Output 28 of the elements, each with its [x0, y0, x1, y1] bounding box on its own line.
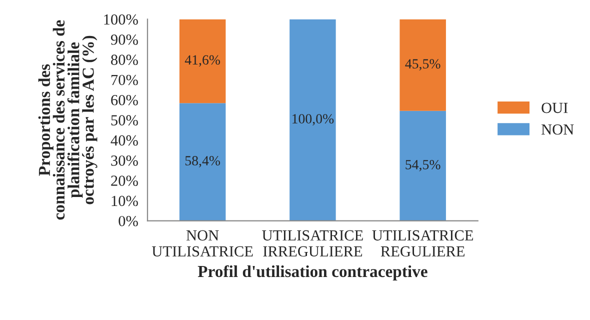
y-tick-label: 60% — [111, 94, 138, 106]
y-tick-label: 90% — [110, 34, 138, 45]
bar — [179, 19, 226, 104]
bar — [400, 19, 446, 111]
x-tick-label: UTILISATRICE IRREGULIERE — [262, 230, 363, 257]
legend-label: OUI — [542, 102, 568, 114]
bar — [290, 19, 336, 221]
y-tick-label: 40% — [110, 135, 138, 146]
data-label: 100,0% — [292, 114, 334, 126]
y-tick-label: 10% — [112, 196, 138, 206]
x-axis-title: Profil d'utilisation contraceptive — [198, 265, 428, 280]
bar — [179, 103, 226, 221]
data-label: 45,5% — [405, 59, 440, 71]
data-label: 58,4% — [185, 156, 220, 168]
data-label: 41,6% — [184, 55, 220, 67]
bar — [400, 110, 446, 221]
y-tick-label: 70% — [111, 74, 138, 86]
y-tick-label: 30% — [111, 155, 138, 166]
x-tick-label: NON UTILISATRICE — [152, 230, 253, 257]
y-tick-label: 80% — [111, 54, 138, 66]
y-tick-label: 50% — [111, 115, 138, 126]
x-tick-label: UTILISATRICE REGULIERE — [372, 230, 473, 257]
y-tick-label: 100% — [104, 14, 138, 25]
y-axis-title: Proportions des connaissance des services de planification familiale octroyés par les AC (%) — [38, 20, 98, 220]
legend-label: NON — [541, 124, 574, 135]
data-label: 54,5% — [406, 160, 440, 172]
y-tick-label: 0% — [118, 216, 138, 226]
y-tick-label: 20% — [111, 176, 138, 186]
